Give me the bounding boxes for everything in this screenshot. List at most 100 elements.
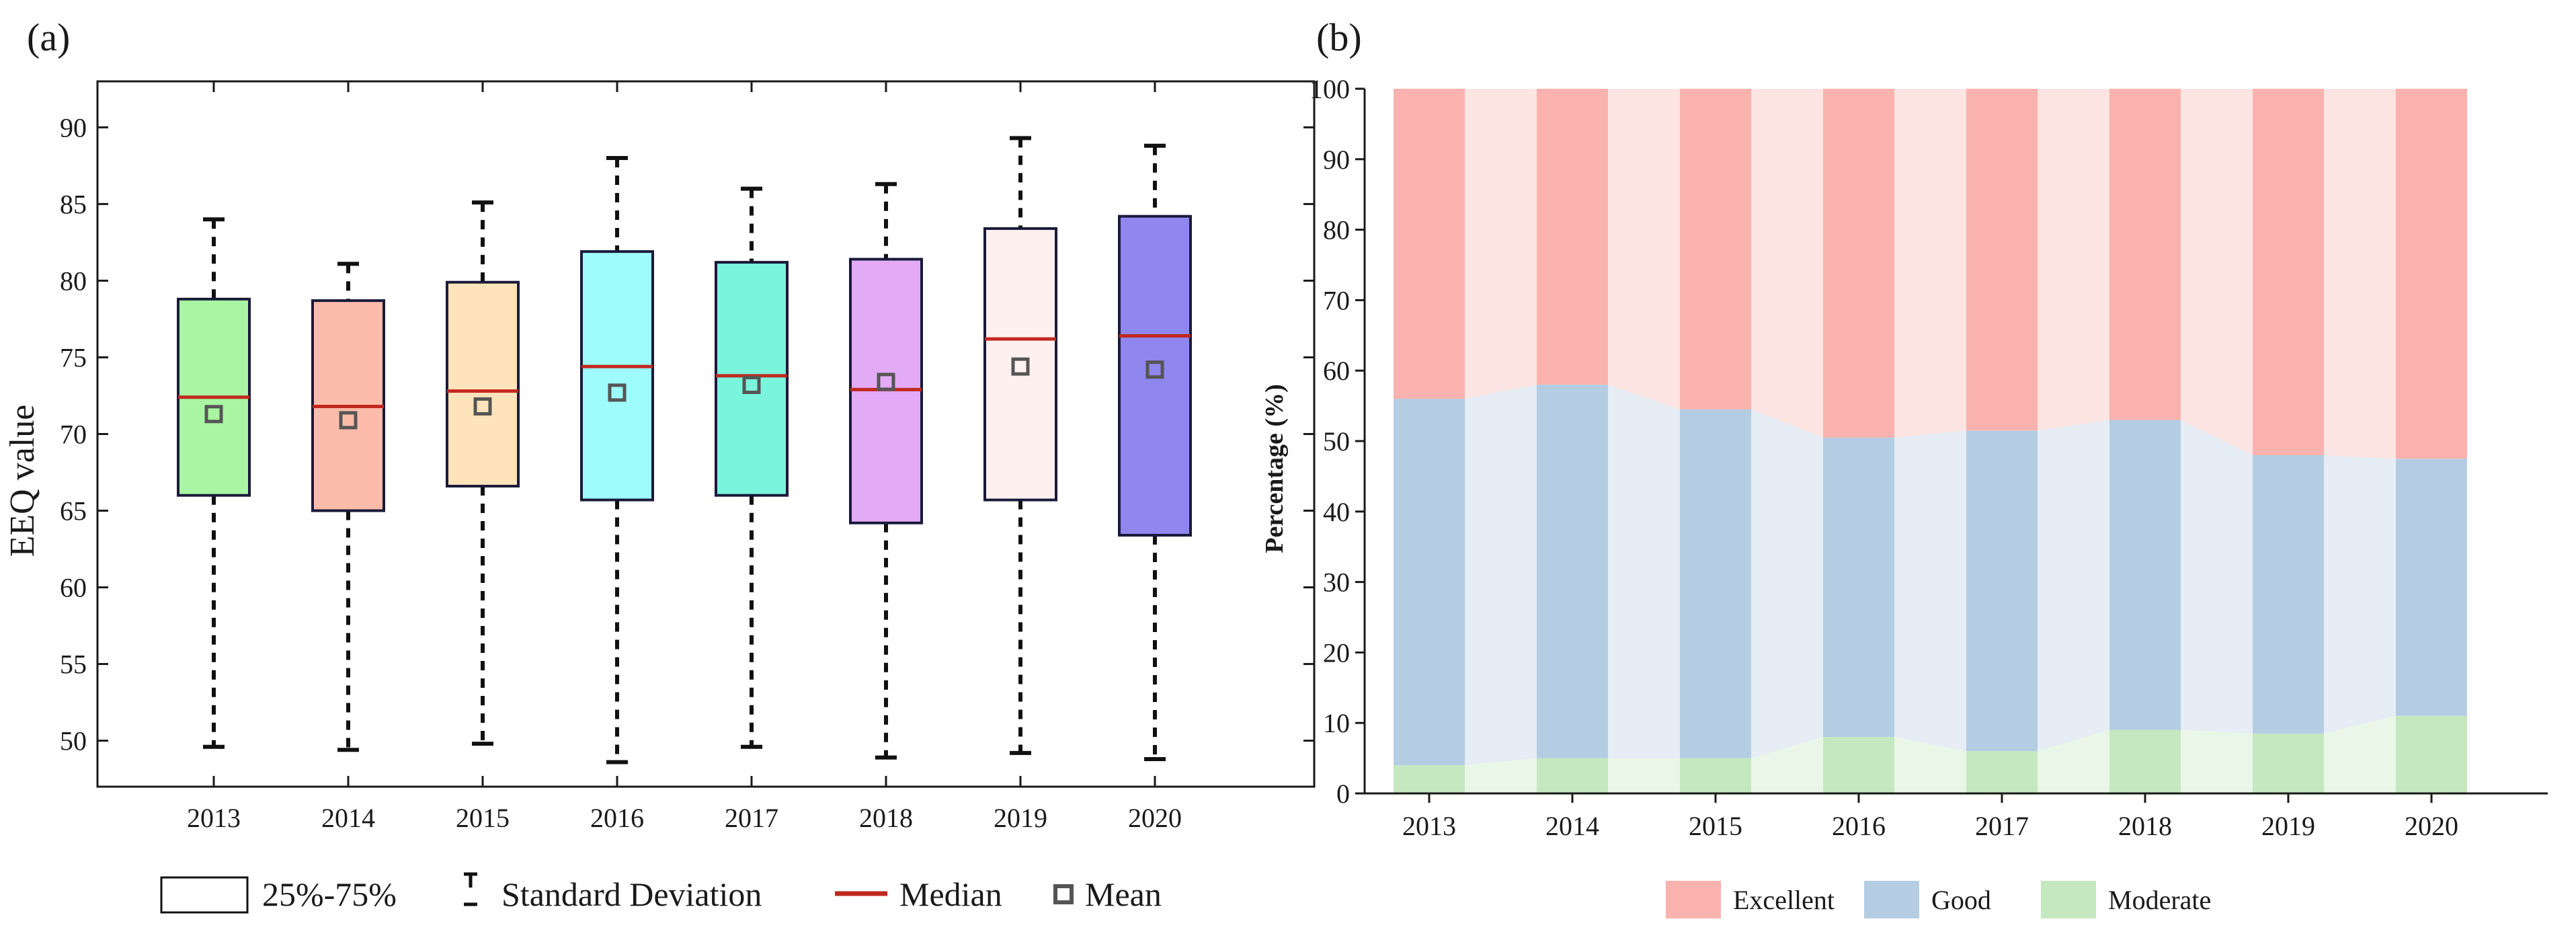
box-2013: [177, 217, 251, 749]
band-good: [2181, 420, 2253, 734]
panel-a-label: (a): [27, 15, 70, 59]
iqr-box: [580, 250, 654, 502]
panel-b-y-tick-label: 90: [1323, 145, 1350, 175]
band-moderate: [1608, 758, 1680, 793]
bar-moderate-2013: [1394, 765, 1465, 793]
panel-a-y-tick-label: 60: [60, 573, 87, 603]
iqr-box: [983, 227, 1057, 502]
panel-a-legend: 25%-75% Standard Deviation Median Mean: [160, 872, 1162, 914]
panel-b-x-tick-label: 2015: [1689, 811, 1742, 841]
panel-b-x-tick-label: 2017: [1975, 811, 2029, 841]
panel-b-y-tick-label: 40: [1323, 497, 1350, 527]
panel-b-y-tick-label: 0: [1336, 779, 1350, 809]
bar-moderate-2020: [2396, 715, 2467, 793]
panel-a-x-tick-label: 2019: [994, 803, 1047, 833]
mean-marker: [339, 411, 358, 430]
bar-moderate-2017: [1966, 751, 2038, 793]
panel-a-x-tick-label: 2015: [456, 803, 510, 833]
bar-excellent-2017: [1966, 89, 2038, 431]
panel-a-y-ticks: 50 55 60 65 70 75 80 85 90: [60, 112, 1314, 756]
bar-moderate-2014: [1537, 758, 1608, 793]
panel-a-x-tick-label: 2017: [725, 803, 778, 833]
panel-a-plot-frame: [96, 80, 1316, 788]
legend-mean-square: [1053, 884, 1074, 904]
band-excellent: [1751, 89, 1823, 438]
legend-swatch-box: [160, 876, 249, 914]
mean-marker: [473, 397, 492, 416]
mean-marker: [1145, 360, 1164, 379]
panel-b-y-tick-label: 20: [1323, 637, 1350, 668]
panel-a-y-tick-label: 50: [60, 726, 87, 756]
bar-good-2019: [2253, 455, 2324, 734]
panel-b-stacked-bar: (b) Percentage (%) 0 10 20 30 40 50 60 70 80 90 10…: [1260, 15, 2548, 918]
bar-excellent-2014: [1537, 89, 1608, 385]
mean-marker: [877, 372, 895, 391]
band-excellent: [2324, 89, 2396, 459]
panel-a-x-ticks: 2013 2014 2015 2016 2017 2018 2019 2020: [187, 81, 1182, 833]
panel-a-y-tick-label: 80: [60, 266, 87, 296]
panel-a-y-tick-label: 55: [60, 650, 87, 680]
panel-b-y-tick-label: 70: [1323, 285, 1350, 315]
band-moderate: [1751, 737, 1823, 793]
panel-b-bars: [1394, 89, 2467, 793]
panel-a-x-tick-label: 2013: [187, 803, 241, 833]
bar-moderate-2015: [1680, 758, 1751, 793]
panel-a-y-tick-label: 90: [60, 112, 87, 143]
panel-a-x-tick-label: 2020: [1128, 803, 1182, 833]
band-moderate: [1465, 758, 1537, 793]
legend-swatch-good: [1864, 881, 1919, 918]
bar-moderate-2018: [2109, 730, 2181, 793]
box-2017: [715, 186, 789, 749]
panel-b-label: (b): [1316, 15, 1362, 59]
panel-b-x-tick-label: 2016: [1832, 811, 1886, 841]
panel-b-x-tick-label: 2020: [2405, 811, 2458, 841]
panel-b-legend: Excellent Good Moderate: [1666, 881, 2211, 918]
panel-a-y-axis-title: EEQ value: [3, 405, 42, 557]
bar-excellent-2019: [2253, 89, 2324, 455]
panel-b-x-tick-label: 2014: [1545, 811, 1599, 841]
panel-a-x-tick-label: 2016: [590, 803, 644, 833]
panel-b-x-tick-label: 2013: [1402, 811, 1456, 841]
panel-a-y-tick-label: 75: [60, 342, 87, 372]
bar-excellent-2020: [2396, 89, 2467, 459]
legend-swatch-moderate: [2041, 881, 2096, 918]
mean-marker: [1011, 357, 1030, 376]
band-good: [2324, 455, 2396, 734]
panel-b-y-tick-label: 30: [1323, 567, 1350, 598]
panel-b-y-tick-label: 80: [1323, 215, 1350, 245]
panel-a-y-tick-label: 70: [60, 420, 87, 450]
panel-b-y-tick-label: 10: [1323, 708, 1350, 738]
band-good: [2038, 420, 2109, 752]
bar-excellent-2016: [1823, 89, 1894, 438]
bar-moderate-2016: [1823, 737, 1894, 793]
panel-b-x-tick-label: 2018: [2118, 811, 2172, 841]
bar-moderate-2019: [2253, 733, 2324, 793]
panel-a-x-tick-label: 2018: [859, 803, 913, 833]
band-moderate: [1894, 737, 1966, 793]
legend-label-moderate: Moderate: [2108, 885, 2211, 915]
panel-a-boxes: [177, 136, 1192, 764]
band-good: [1751, 409, 1823, 758]
legend-label-box: 25%-75%: [262, 875, 397, 913]
band-moderate: [2181, 730, 2253, 793]
bar-good-2014: [1537, 385, 1608, 758]
panel-a-y-tick-label: 85: [60, 189, 87, 219]
bar-good-2017: [1966, 430, 2038, 752]
mean-marker: [608, 383, 627, 402]
bar-good-2018: [2109, 420, 2181, 730]
legend-label-good: Good: [1931, 885, 1991, 915]
panel-b-y-tick-label: 50: [1323, 426, 1350, 457]
bar-good-2013: [1394, 399, 1465, 766]
bar-excellent-2013: [1394, 89, 1465, 399]
band-good: [1465, 385, 1537, 766]
mean-marker: [742, 376, 761, 395]
box-2015: [446, 200, 520, 746]
panel-b-x-tick-label: 2019: [2261, 811, 2315, 841]
band-good: [1608, 385, 1680, 758]
legend-label-whisker: Standard Deviation: [501, 875, 762, 913]
panel-a-y-tick-label: 65: [60, 496, 87, 526]
bar-good-2015: [1680, 409, 1751, 758]
panel-a-x-tick-label: 2014: [321, 803, 375, 833]
